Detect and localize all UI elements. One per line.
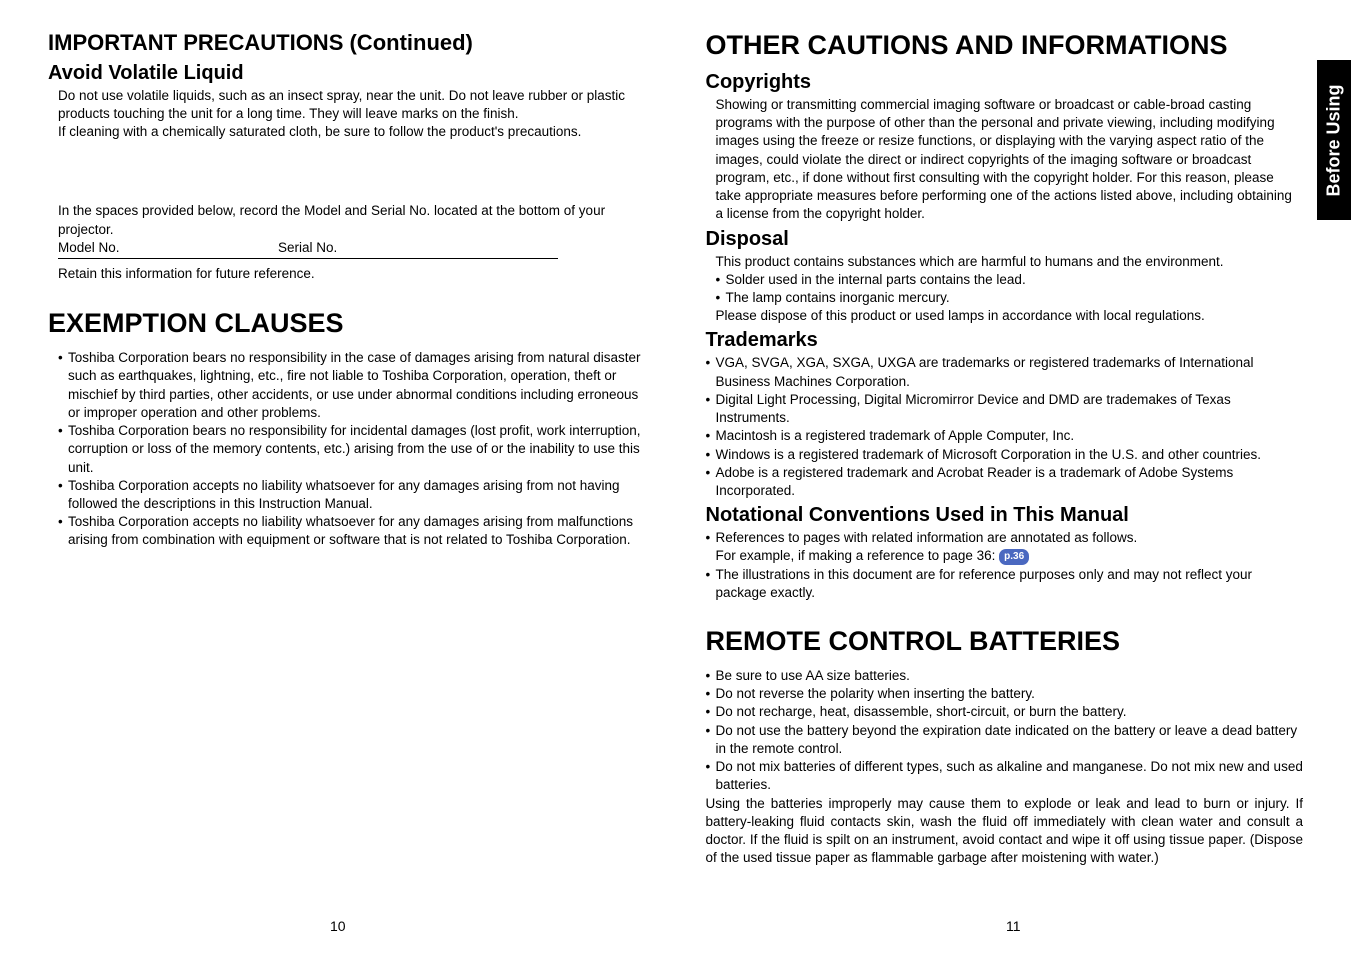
copyrights-text: Showing or transmitting commercial imagi… bbox=[716, 96, 1304, 224]
page-number-left: 10 bbox=[330, 918, 346, 934]
remote-item: Do not use the battery beyond the expira… bbox=[706, 722, 1304, 758]
remote-heading: REMOTE CONTROL BATTERIES bbox=[706, 626, 1304, 657]
other-cautions-heading: OTHER CAUTIONS AND INFORMATIONS bbox=[706, 30, 1304, 61]
side-tab-label: Before Using bbox=[1324, 84, 1345, 196]
exemption-item: Toshiba Corporation accepts no liability… bbox=[58, 513, 646, 549]
disposal-item: Solder used in the internal parts contai… bbox=[716, 271, 1304, 289]
avoid-volatile-p2: If cleaning with a chemically saturated … bbox=[58, 123, 646, 141]
model-serial-row: Model No. Serial No. bbox=[58, 239, 558, 259]
page-title: IMPORTANT PRECAUTIONS (Continued) bbox=[48, 30, 646, 56]
model-no-label: Model No. bbox=[58, 239, 278, 258]
disposal-heading: Disposal bbox=[706, 228, 1304, 251]
exemption-item: Toshiba Corporation accepts no liability… bbox=[58, 477, 646, 513]
trademark-item: Digital Light Processing, Digital Microm… bbox=[706, 391, 1304, 427]
avoid-volatile-p1: Do not use volatile liquids, such as an … bbox=[58, 87, 646, 123]
trademark-item: Macintosh is a registered trademark of A… bbox=[706, 427, 1304, 445]
exemption-list: Toshiba Corporation bears no responsibil… bbox=[58, 349, 646, 549]
notation-line2: For example, if making a reference to pa… bbox=[716, 548, 996, 563]
remote-item: Be sure to use AA size batteries. bbox=[706, 667, 1304, 685]
exemption-item: Toshiba Corporation bears no responsibil… bbox=[58, 349, 646, 422]
notation-line1: References to pages with related informa… bbox=[716, 530, 1138, 545]
notations-list: References to pages with related informa… bbox=[706, 529, 1304, 602]
right-page: OTHER CAUTIONS AND INFORMATIONS Copyrigh… bbox=[676, 0, 1351, 954]
exemption-item: Toshiba Corporation bears no responsibil… bbox=[58, 422, 646, 477]
side-tab: Before Using bbox=[1317, 60, 1351, 220]
notations-heading: Notational Conventions Used in This Manu… bbox=[706, 504, 1304, 527]
remote-item: Do not mix batteries of different types,… bbox=[706, 758, 1304, 794]
trademark-item: VGA, SVGA, XGA, SXGA, UXGA are trademark… bbox=[706, 354, 1304, 390]
notation-item-1: References to pages with related informa… bbox=[706, 529, 1304, 565]
copyrights-heading: Copyrights bbox=[706, 71, 1304, 94]
serial-no-label: Serial No. bbox=[278, 239, 337, 258]
disposal-item: The lamp contains inorganic mercury. bbox=[716, 289, 1304, 307]
remote-item: Do not reverse the polarity when inserti… bbox=[706, 685, 1304, 703]
trademarks-heading: Trademarks bbox=[706, 329, 1304, 352]
trademarks-list: VGA, SVGA, XGA, SXGA, UXGA are trademark… bbox=[706, 354, 1304, 500]
remote-list: Be sure to use AA size batteries. Do not… bbox=[706, 667, 1304, 795]
avoid-volatile-heading: Avoid Volatile Liquid bbox=[48, 62, 646, 85]
page-ref-badge: p.36 bbox=[999, 549, 1029, 565]
exemption-heading: EXEMPTION CLAUSES bbox=[48, 308, 646, 339]
model-serial-block: In the spaces provided below, record the… bbox=[58, 202, 646, 285]
remote-outro: Using the batteries improperly may cause… bbox=[706, 795, 1304, 868]
disposal-list: Solder used in the internal parts contai… bbox=[716, 271, 1304, 307]
trademark-item: Adobe is a registered trademark and Acro… bbox=[706, 464, 1304, 500]
model-intro: In the spaces provided below, record the… bbox=[58, 202, 646, 240]
remote-item: Do not recharge, heat, disassemble, shor… bbox=[706, 703, 1304, 721]
disposal-intro: This product contains substances which a… bbox=[716, 253, 1304, 271]
left-page: IMPORTANT PRECAUTIONS (Continued) Avoid … bbox=[0, 0, 676, 954]
retain-note: Retain this information for future refer… bbox=[58, 265, 646, 284]
page-number-right: 11 bbox=[1006, 918, 1021, 934]
notation-item-2: The illustrations in this document are f… bbox=[706, 566, 1304, 602]
disposal-outro: Please dispose of this product or used l… bbox=[716, 307, 1304, 325]
trademark-item: Windows is a registered trademark of Mic… bbox=[706, 446, 1304, 464]
